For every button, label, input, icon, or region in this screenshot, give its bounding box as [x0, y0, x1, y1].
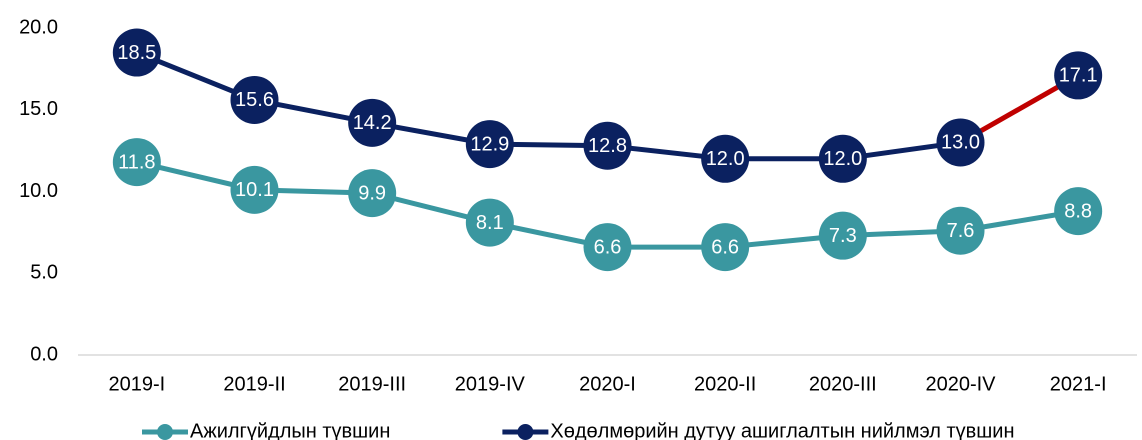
y-tick-label: 5.0 — [30, 262, 58, 284]
point-marker — [230, 165, 279, 214]
x-tick-label: 2019-II — [223, 373, 285, 395]
data-label: 6.6 — [594, 236, 622, 258]
point-marker — [112, 28, 161, 77]
data-label: 12.0 — [823, 148, 862, 170]
data-label: 11.8 — [118, 151, 155, 173]
data-label: 15.6 — [235, 89, 274, 111]
point-marker — [465, 120, 514, 169]
point-marker — [701, 223, 750, 272]
data-label: 14.2 — [353, 112, 392, 134]
y-tick-label: 20.0 — [19, 16, 58, 38]
data-label: 7.3 — [829, 225, 857, 247]
x-tick-label: 2021-I — [1050, 373, 1107, 395]
point-marker — [701, 134, 750, 183]
legend-marker — [157, 424, 173, 440]
point-marker — [348, 98, 397, 147]
point-marker — [936, 118, 985, 167]
y-tick-label: 15.0 — [19, 98, 58, 120]
x-tick-label: 2019-I — [108, 373, 165, 395]
point-marker — [465, 198, 514, 247]
data-label: 12.0 — [706, 148, 745, 170]
point-marker — [818, 211, 867, 260]
point-marker — [818, 134, 867, 183]
y-tick-label: 10.0 — [19, 180, 58, 202]
y-tick-label: 0.0 — [30, 343, 58, 365]
point-marker — [1054, 51, 1103, 100]
x-tick-label: 2020-III — [809, 373, 877, 395]
point-marker — [230, 75, 279, 124]
data-label: 7.6 — [947, 220, 975, 242]
data-label: 8.1 — [476, 212, 504, 234]
data-label: 13.0 — [941, 132, 980, 154]
legend-label: Ажилгүйдлын түвшин — [190, 420, 390, 440]
x-tick-label: 2019-III — [338, 373, 406, 395]
point-marker — [348, 169, 397, 218]
point-marker — [583, 121, 632, 170]
x-tick-label: 2020-IV — [925, 373, 996, 395]
legend-marker — [517, 424, 534, 440]
data-label: 6.6 — [711, 236, 739, 258]
x-tick-label: 2019-IV — [455, 373, 526, 395]
data-label: 12.9 — [470, 133, 509, 155]
data-label: 18.5 — [117, 42, 156, 64]
x-tick-label: 2020-I — [579, 373, 636, 395]
data-label: 12.8 — [588, 135, 627, 157]
data-label: 8.8 — [1064, 200, 1092, 222]
x-tick-label: 2020-II — [694, 373, 756, 395]
point-marker — [1054, 187, 1103, 236]
point-marker — [583, 223, 632, 272]
legend-label: Хөдөлмөрийн дутуу ашиглалтын нийлмэл түв… — [550, 420, 1014, 440]
data-label: 10.1 — [235, 179, 274, 201]
point-marker — [936, 206, 985, 255]
point-marker — [112, 138, 161, 187]
data-label: 9.9 — [358, 182, 386, 204]
data-label: 17.1 — [1059, 65, 1098, 87]
